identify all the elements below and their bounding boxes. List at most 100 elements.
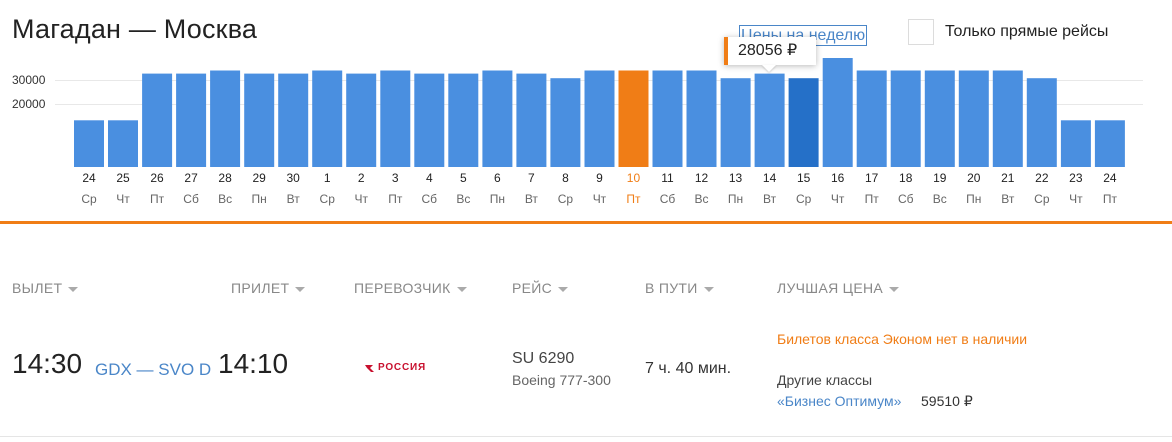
day-label[interactable]: 24 Ср xyxy=(73,171,105,206)
day-label[interactable]: 6 Пн xyxy=(481,171,513,206)
direct-flights-checkbox[interactable] xyxy=(908,19,934,45)
day-number: 5 xyxy=(459,171,467,185)
airline-logo: РОССИЯ xyxy=(364,362,426,373)
day-label[interactable]: 5 Вс xyxy=(447,171,479,206)
price-bar[interactable] xyxy=(856,70,887,168)
day-weekday: Сб xyxy=(421,192,438,206)
day-label[interactable]: 19 Вс xyxy=(924,171,956,206)
business-price: 59510 ₽ xyxy=(921,393,973,409)
day-number: 10 xyxy=(626,171,641,185)
day-label[interactable]: 17 Пт xyxy=(856,171,888,206)
price-bar[interactable] xyxy=(176,73,207,167)
sort-arrival[interactable]: ПРИЛЕТ xyxy=(231,280,306,296)
day-weekday: Чт xyxy=(1069,192,1083,206)
day-label[interactable]: 9 Чт xyxy=(583,171,615,206)
day-label[interactable]: 30 Вт xyxy=(277,171,309,206)
price-bar[interactable] xyxy=(720,78,751,167)
chevron-down-icon xyxy=(703,286,714,292)
day-number: 27 xyxy=(184,171,198,185)
airports-route: GDX — SVO D xyxy=(95,360,212,379)
price-bar[interactable] xyxy=(822,58,853,167)
price-bar[interactable] xyxy=(448,73,479,167)
day-weekday: Вт xyxy=(763,192,777,206)
price-bar[interactable] xyxy=(686,70,717,168)
sort-flight[interactable]: РЕЙС xyxy=(512,280,569,296)
price-bar[interactable] xyxy=(550,78,581,167)
price-bar[interactable] xyxy=(788,78,819,167)
day-label[interactable]: 20 Пн xyxy=(958,171,990,206)
day-label[interactable]: 27 Сб xyxy=(175,171,207,206)
price-bar[interactable] xyxy=(482,70,513,168)
price-bar[interactable] xyxy=(652,70,683,168)
sort-best-price[interactable]: ЛУЧШАЯ ЦЕНА xyxy=(777,280,900,296)
price-bar[interactable] xyxy=(516,73,547,167)
price-bar[interactable] xyxy=(414,73,445,167)
header-label: ПЕРЕВОЗЧИК xyxy=(354,280,451,296)
day-label[interactable]: 26 Пт xyxy=(141,171,173,206)
day-number: 16 xyxy=(830,171,845,185)
day-label[interactable]: 3 Пт xyxy=(379,171,411,206)
day-number: 11 xyxy=(661,171,674,185)
day-label[interactable]: 15 Ср xyxy=(788,171,820,206)
day-number: 15 xyxy=(796,171,811,185)
day-label[interactable]: 7 Вт xyxy=(515,171,547,206)
price-bar[interactable] xyxy=(278,73,309,167)
day-label[interactable]: 28 Вс xyxy=(209,171,241,206)
day-weekday: Пн xyxy=(489,192,505,206)
price-bar[interactable] xyxy=(108,120,138,167)
price-chart xyxy=(74,58,1125,168)
day-label[interactable]: 25 Чт xyxy=(107,171,139,206)
price-bar[interactable] xyxy=(1094,120,1125,167)
price-bar[interactable] xyxy=(142,73,173,167)
day-label[interactable]: 2 Чт xyxy=(345,171,377,206)
price-bar[interactable] xyxy=(754,73,785,167)
day-label[interactable]: 1 Ср xyxy=(311,171,343,206)
chevron-down-icon xyxy=(68,286,79,292)
day-label[interactable]: 29 Пн xyxy=(243,171,275,206)
day-label[interactable]: 16 Чт xyxy=(822,171,854,206)
day-weekday: Сб xyxy=(659,192,676,206)
day-label[interactable]: 21 Вт xyxy=(992,171,1024,206)
day-number: 29 xyxy=(252,171,266,185)
day-number: 8 xyxy=(562,171,569,185)
price-bar[interactable] xyxy=(244,73,275,167)
price-bar[interactable] xyxy=(74,120,104,167)
sort-departure[interactable]: ВЫЛЕТ xyxy=(12,280,79,296)
price-bar[interactable] xyxy=(618,70,649,168)
day-label[interactable]: 24 Пт xyxy=(1094,171,1126,206)
day-label[interactable]: 13 Пн xyxy=(720,171,752,206)
price-bar[interactable] xyxy=(958,70,989,168)
price-bar[interactable] xyxy=(584,70,615,168)
arrival-time: 14:10 xyxy=(218,348,289,379)
sort-carrier[interactable]: ПЕРЕВОЗЧИК xyxy=(354,280,467,296)
price-bar[interactable] xyxy=(992,70,1023,168)
price-bar[interactable] xyxy=(210,70,241,168)
day-label[interactable]: 11 Сб xyxy=(652,171,684,206)
y-tick-label: 20000 xyxy=(12,97,46,111)
day-label[interactable]: 22 Ср xyxy=(1026,171,1058,206)
day-label[interactable]: 18 Сб xyxy=(890,171,922,206)
business-class-link[interactable]: «Бизнес Оптимум» xyxy=(777,393,902,409)
chevron-down-icon xyxy=(558,286,569,292)
price-bar[interactable] xyxy=(890,70,921,168)
day-label[interactable]: 4 Сб xyxy=(413,171,445,206)
day-weekday: Чт xyxy=(830,192,845,206)
price-bar[interactable] xyxy=(346,73,377,167)
day-weekday: Чт xyxy=(592,192,607,206)
day-label[interactable]: 14 Вт xyxy=(754,171,786,206)
price-bar[interactable] xyxy=(1026,78,1057,167)
price-bar[interactable] xyxy=(380,70,411,168)
day-label[interactable]: 10 Пт xyxy=(617,171,649,206)
day-number: 26 xyxy=(150,171,164,185)
price-bar[interactable] xyxy=(312,70,343,168)
day-label[interactable]: 12 Вс xyxy=(686,171,718,206)
day-number: 20 xyxy=(967,171,981,185)
price-bar[interactable] xyxy=(1060,120,1091,167)
day-label[interactable]: 8 Ср xyxy=(549,171,581,206)
direct-flights-toggle[interactable]: Только прямые рейсы xyxy=(908,19,1108,45)
sort-duration[interactable]: В ПУТИ xyxy=(645,280,714,296)
day-number: 21 xyxy=(1001,171,1015,185)
chevron-down-icon xyxy=(295,286,306,292)
day-label[interactable]: 23 Чт xyxy=(1060,171,1092,206)
price-bar[interactable] xyxy=(924,70,955,168)
